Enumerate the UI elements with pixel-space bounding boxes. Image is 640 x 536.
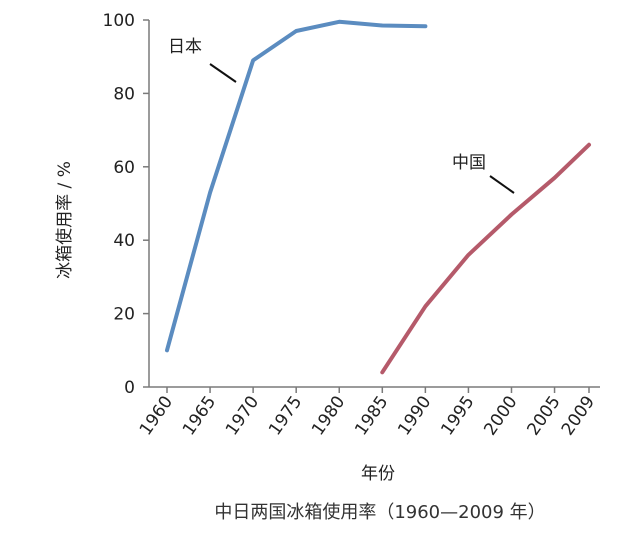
- y-tick-label: 60: [113, 158, 135, 178]
- series-line-1: [380, 142, 591, 375]
- x-tick-label: 1960: [136, 392, 177, 439]
- y-axis-title: 冰箱使用率 / %: [54, 161, 75, 279]
- series-layer: [165, 19, 591, 375]
- x-tick-label: 2000: [480, 392, 521, 439]
- x-tick-label: 1965: [179, 392, 220, 439]
- x-tick-label: 1975: [265, 392, 306, 439]
- series-label-0: 日本: [168, 37, 202, 57]
- x-axis-title: 年份: [361, 464, 395, 484]
- x-tick-label: 1980: [308, 392, 349, 439]
- y-ticks: 0 20 40 60 80 100: [103, 11, 149, 398]
- series-line-0: [165, 19, 428, 353]
- series-label-leader: [489, 175, 515, 194]
- x-tick-label: 2009: [558, 392, 599, 439]
- y-tick-label: 20: [113, 305, 135, 325]
- x-ticks: 1960 1965 1970 1975 1980 1985 1990 1995 2000 2005…: [136, 387, 599, 439]
- axes: [148, 20, 600, 388]
- y-tick-label: 40: [113, 231, 135, 251]
- x-tick-label: 1990: [394, 392, 435, 439]
- x-tick-label: 1995: [437, 392, 478, 439]
- x-tick-label: 2005: [523, 392, 564, 439]
- y-tick-label: 0: [124, 378, 135, 398]
- chart-caption: 中日两国冰箱使用率（1960—2009 年）: [214, 502, 545, 523]
- y-tick-label: 100: [103, 11, 135, 31]
- series-label-1: 中国: [452, 153, 486, 173]
- y-tick-label: 80: [113, 84, 135, 104]
- x-tick-label: 1985: [351, 392, 392, 439]
- x-tick-label: 1970: [222, 392, 263, 439]
- series-label-leader: [209, 63, 237, 83]
